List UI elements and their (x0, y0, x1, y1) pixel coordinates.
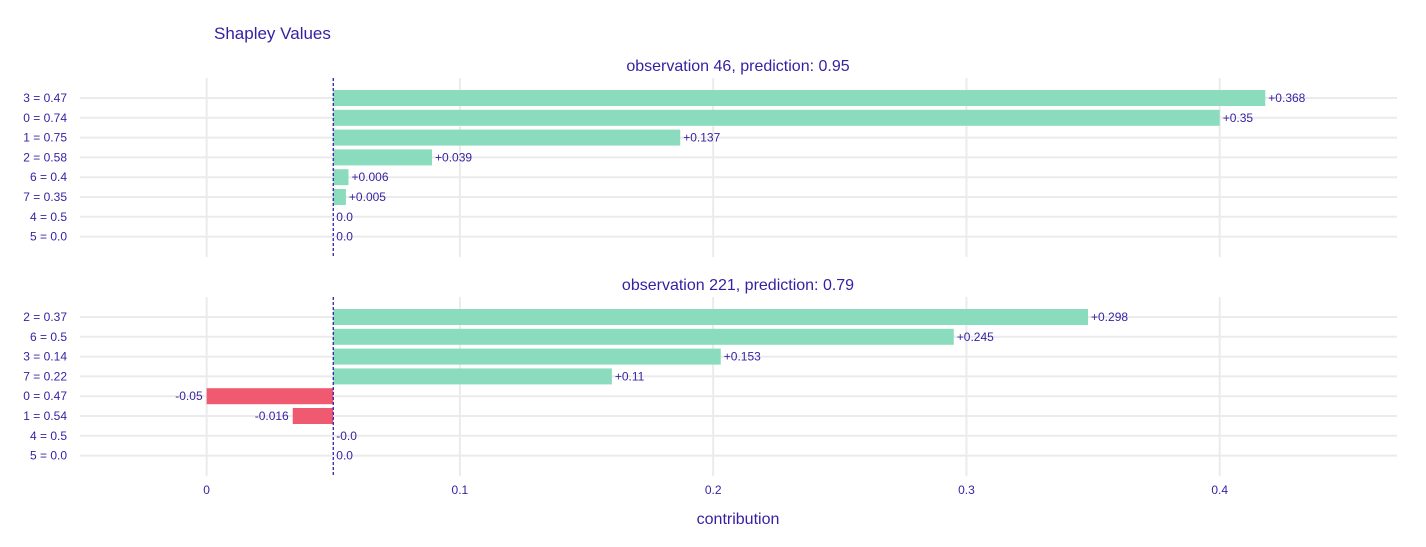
y-tick-label: 0 = 0.74 (23, 111, 67, 125)
panel-subtitle: observation 221, prediction: 0.79 (622, 277, 854, 294)
y-tick-label: 0 = 0.47 (23, 389, 67, 403)
bar-value-label: +0.35 (1223, 111, 1254, 125)
bar-value-label: 0.0 (336, 230, 353, 244)
x-tick-label: 0.3 (958, 483, 975, 497)
contribution-bar (206, 388, 334, 405)
x-tick-label: 0 (203, 483, 210, 497)
y-tick-label: 1 = 0.75 (23, 131, 67, 145)
bar-value-label: -0.05 (175, 389, 203, 403)
contribution-bar (333, 149, 433, 166)
y-tick-label: 7 = 0.35 (23, 190, 67, 204)
y-tick-label: 5 = 0.0 (30, 230, 67, 244)
contribution-bar (333, 109, 1220, 126)
bar-value-label: +0.11 (615, 369, 645, 383)
bar-value-label: +0.298 (1091, 310, 1128, 324)
y-tick-label: 3 = 0.47 (23, 91, 67, 105)
bar-value-label: +0.245 (957, 330, 994, 344)
contribution-bar (333, 348, 721, 365)
panel-2: observation 221, prediction: 0.79 2 = 0.3… (23, 277, 1397, 476)
y-tick-label: 1 = 0.54 (23, 409, 67, 423)
bar-value-label: +0.153 (724, 350, 761, 364)
y-tick-label: 6 = 0.4 (30, 170, 67, 184)
bar-value-label: +0.005 (349, 190, 386, 204)
x-tick-label: 0.4 (1211, 483, 1228, 497)
y-tick-label: 2 = 0.37 (23, 310, 67, 324)
chart-title: Shapley Values (214, 24, 331, 43)
y-tick-label: 3 = 0.14 (23, 350, 67, 364)
contribution-bar (333, 90, 1266, 106)
y-tick-label: 6 = 0.5 (30, 330, 67, 344)
x-tick-label: 0.2 (705, 483, 722, 497)
bar-value-label: +0.368 (1268, 91, 1305, 105)
contribution-bar (333, 189, 346, 205)
y-tick-label: 5 = 0.0 (30, 449, 67, 463)
contribution-bar (333, 169, 349, 186)
y-tick-label: 4 = 0.5 (30, 210, 67, 224)
contribution-bar (333, 368, 612, 385)
contribution-bar (333, 328, 954, 345)
y-tick-label: 7 = 0.22 (23, 369, 67, 383)
y-tick-label: 2 = 0.58 (23, 150, 67, 164)
bar-value-label: 0.0 (336, 210, 353, 224)
bar-value-label: +0.039 (435, 150, 472, 164)
bar-value-label: +0.137 (683, 131, 720, 145)
contribution-bar (333, 309, 1089, 325)
bar-value-label: -0.016 (255, 409, 289, 423)
contribution-bar (292, 408, 334, 424)
x-axis-label: contribution (697, 511, 780, 528)
bar-value-label: +0.006 (351, 170, 388, 184)
bar-value-label: -0.0 (336, 429, 357, 443)
y-tick-label: 4 = 0.5 (30, 429, 67, 443)
panel-1: observation 46, prediction: 0.95 3 = 0.47… (23, 58, 1397, 257)
panel-subtitle: observation 46, prediction: 0.95 (626, 58, 849, 75)
bar-value-label: 0.0 (336, 449, 353, 463)
contribution-bar (333, 129, 681, 146)
x-tick-label: 0.1 (452, 483, 469, 497)
